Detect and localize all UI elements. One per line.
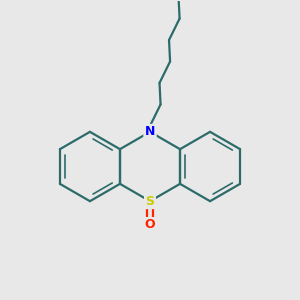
Text: O: O [145, 218, 155, 232]
Text: N: N [145, 125, 155, 138]
Text: S: S [146, 195, 154, 208]
